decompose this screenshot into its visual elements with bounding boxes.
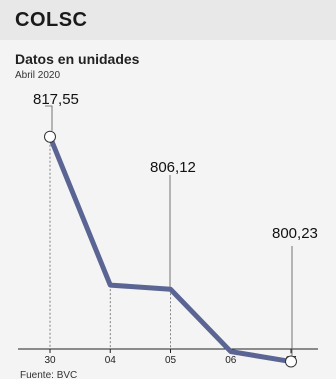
value-label-07: 800,23: [272, 225, 318, 242]
source-note: Fuente: BVC: [20, 370, 77, 381]
data-point-07: [286, 356, 297, 367]
x-tick-label-30: 30: [44, 355, 56, 366]
value-label-30: 817,55: [33, 91, 79, 108]
x-tick-label-06: 06: [225, 355, 237, 366]
x-tick-label-04: 04: [105, 355, 117, 366]
data-point-30: [45, 131, 56, 142]
x-tick-label-05: 05: [165, 355, 177, 366]
leader-line-30: [45, 106, 52, 131]
value-label-04: 806,12: [150, 159, 196, 176]
